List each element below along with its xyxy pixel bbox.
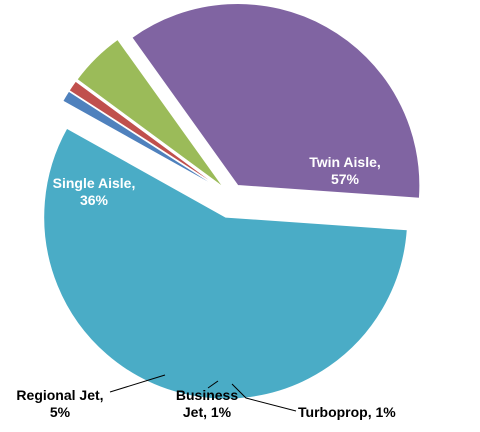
- pie-slice-twin-aisle: [43, 127, 408, 400]
- pie-slices: [43, 3, 421, 400]
- leader-line-turboprop: [231, 383, 297, 412]
- data-label-turboprop: Turboprop, 1%: [298, 404, 396, 420]
- leader-line-business-jet: [207, 380, 219, 389]
- data-label-single-aisle: Single Aisle, 36%: [53, 175, 136, 208]
- data-labels: Twin Aisle, 57% Turboprop, 1% Business Jet, …: [16, 154, 396, 420]
- leader-line-regional-jet: [109, 374, 166, 393]
- data-label-regional-jet: Regional Jet, 5%: [16, 387, 103, 420]
- pie-slice-turboprop: [62, 90, 222, 191]
- pie-slice-regional-jet: [76, 38, 224, 188]
- pie-slice-single-aisle: [131, 3, 421, 199]
- pie-slice-business-jet: [68, 80, 223, 190]
- data-label-business-jet: Business Jet, 1%: [176, 387, 238, 420]
- leader-lines: [109, 374, 297, 412]
- data-label-twin-aisle: Twin Aisle, 57%: [309, 154, 381, 187]
